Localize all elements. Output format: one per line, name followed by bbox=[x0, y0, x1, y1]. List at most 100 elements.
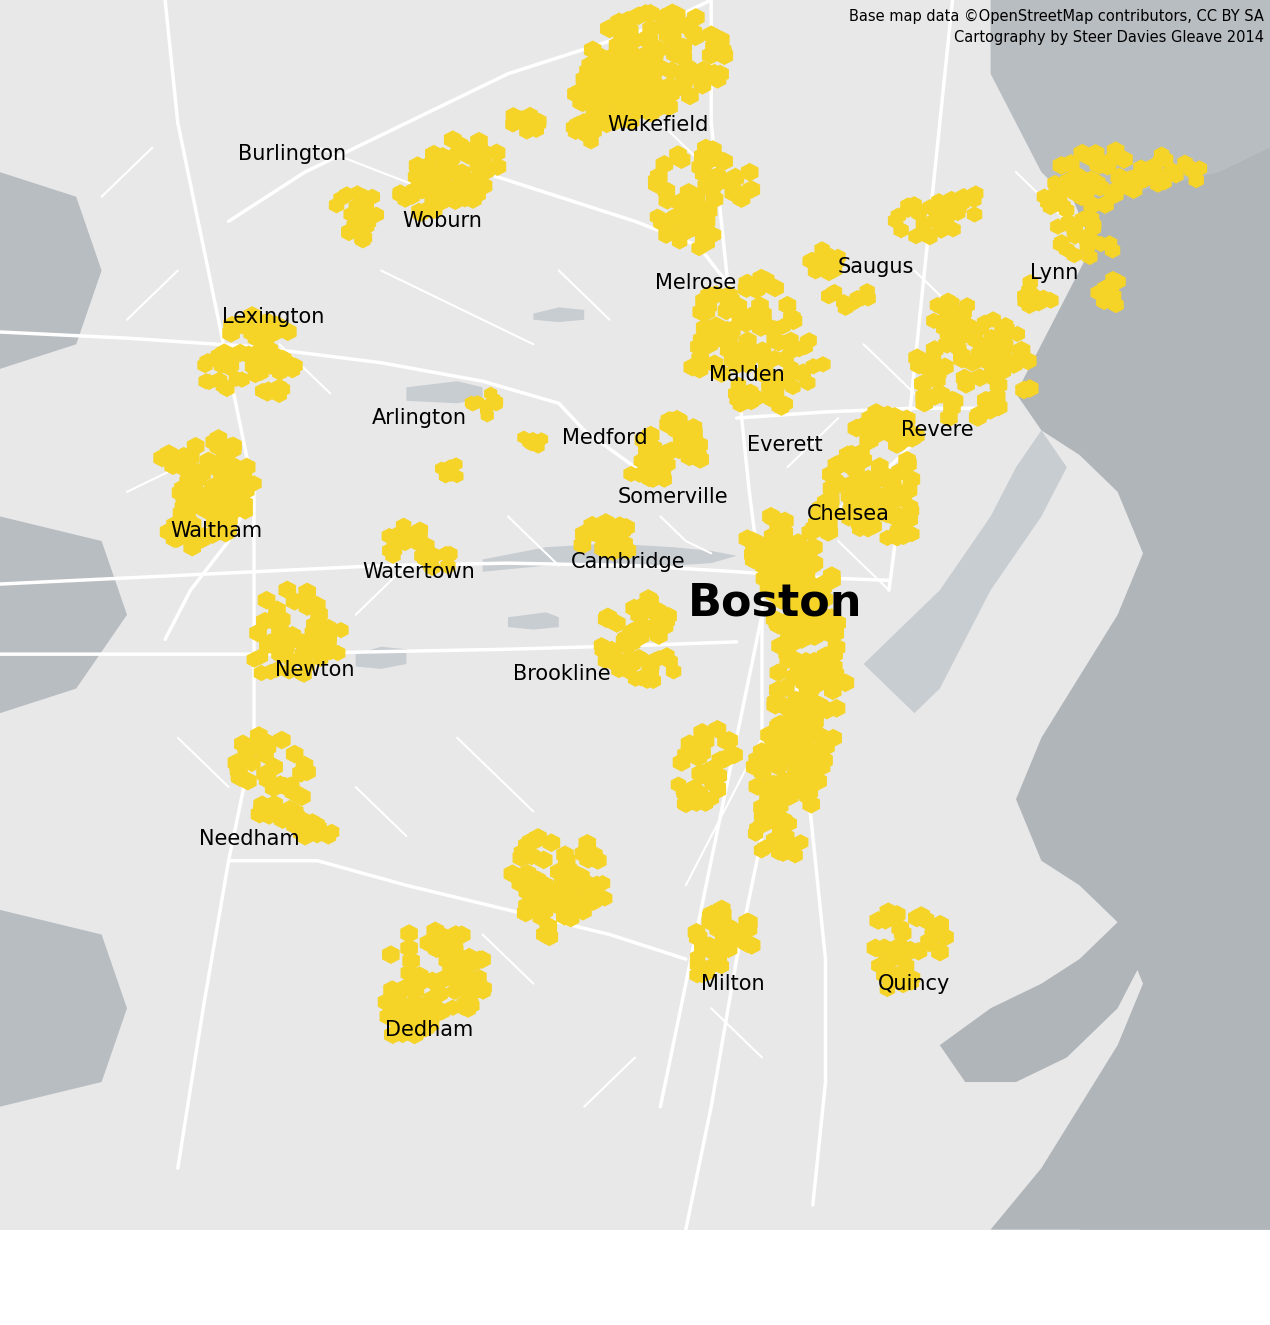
Polygon shape bbox=[394, 1024, 411, 1043]
Polygon shape bbox=[627, 78, 645, 97]
Polygon shape bbox=[719, 917, 737, 935]
Polygon shape bbox=[743, 180, 761, 199]
Polygon shape bbox=[779, 295, 796, 314]
Polygon shape bbox=[1054, 235, 1069, 250]
Polygon shape bbox=[762, 507, 780, 526]
Polygon shape bbox=[298, 583, 316, 602]
Polygon shape bbox=[763, 546, 780, 564]
Polygon shape bbox=[199, 354, 215, 370]
Polygon shape bbox=[174, 457, 192, 476]
Polygon shape bbox=[751, 344, 766, 360]
Polygon shape bbox=[262, 633, 279, 652]
Polygon shape bbox=[626, 101, 644, 119]
Polygon shape bbox=[1074, 211, 1090, 228]
Polygon shape bbox=[998, 317, 1013, 334]
Polygon shape bbox=[809, 608, 827, 627]
Polygon shape bbox=[207, 351, 222, 368]
Polygon shape bbox=[937, 314, 952, 331]
Polygon shape bbox=[198, 374, 213, 390]
Polygon shape bbox=[558, 901, 575, 920]
Text: Saugus: Saugus bbox=[838, 257, 914, 277]
Polygon shape bbox=[272, 639, 290, 659]
Polygon shape bbox=[309, 596, 325, 615]
Polygon shape bbox=[343, 207, 359, 223]
Polygon shape bbox=[933, 299, 949, 315]
Polygon shape bbox=[813, 758, 831, 776]
Polygon shape bbox=[908, 348, 926, 367]
Polygon shape bbox=[392, 1015, 410, 1034]
Polygon shape bbox=[594, 110, 612, 130]
Polygon shape bbox=[514, 111, 530, 127]
Polygon shape bbox=[668, 17, 686, 36]
Polygon shape bbox=[273, 611, 291, 629]
Polygon shape bbox=[234, 315, 250, 334]
Polygon shape bbox=[659, 85, 677, 105]
Polygon shape bbox=[300, 827, 315, 843]
Polygon shape bbox=[234, 734, 251, 753]
Polygon shape bbox=[220, 472, 237, 490]
Text: Brookline: Brookline bbox=[513, 664, 610, 684]
Polygon shape bbox=[470, 156, 488, 175]
Polygon shape bbox=[413, 170, 428, 186]
Polygon shape bbox=[382, 945, 400, 965]
Polygon shape bbox=[855, 290, 870, 306]
Polygon shape bbox=[748, 750, 766, 768]
Polygon shape bbox=[958, 375, 975, 394]
Polygon shape bbox=[178, 490, 196, 509]
Polygon shape bbox=[739, 529, 756, 549]
Polygon shape bbox=[622, 628, 640, 647]
Polygon shape bbox=[828, 700, 846, 718]
Polygon shape bbox=[260, 382, 276, 398]
Polygon shape bbox=[293, 825, 309, 841]
Polygon shape bbox=[897, 419, 914, 437]
Polygon shape bbox=[460, 146, 478, 164]
Polygon shape bbox=[729, 391, 744, 408]
Polygon shape bbox=[662, 85, 679, 103]
Polygon shape bbox=[907, 196, 922, 212]
Polygon shape bbox=[823, 624, 841, 644]
Polygon shape bbox=[601, 49, 618, 68]
Polygon shape bbox=[693, 147, 711, 166]
Polygon shape bbox=[823, 493, 838, 509]
Polygon shape bbox=[1184, 163, 1200, 179]
Polygon shape bbox=[438, 164, 456, 183]
Polygon shape bbox=[768, 787, 786, 806]
Polygon shape bbox=[594, 539, 612, 558]
Polygon shape bbox=[293, 787, 311, 806]
Polygon shape bbox=[408, 168, 423, 186]
Polygon shape bbox=[1132, 167, 1147, 183]
Polygon shape bbox=[785, 771, 801, 791]
Polygon shape bbox=[202, 490, 218, 510]
Polygon shape bbox=[306, 616, 324, 635]
Polygon shape bbox=[875, 498, 893, 517]
Polygon shape bbox=[751, 309, 768, 327]
Polygon shape bbox=[766, 331, 784, 350]
Polygon shape bbox=[936, 927, 954, 946]
Polygon shape bbox=[701, 913, 719, 931]
Polygon shape bbox=[704, 791, 719, 807]
Polygon shape bbox=[883, 423, 900, 441]
Polygon shape bbox=[784, 590, 801, 608]
Polygon shape bbox=[605, 542, 622, 562]
Polygon shape bbox=[541, 927, 558, 946]
Polygon shape bbox=[770, 616, 787, 635]
Polygon shape bbox=[738, 913, 756, 931]
Polygon shape bbox=[697, 731, 714, 750]
Polygon shape bbox=[272, 610, 290, 628]
Polygon shape bbox=[579, 127, 594, 143]
Polygon shape bbox=[413, 522, 428, 538]
Polygon shape bbox=[244, 306, 260, 325]
Polygon shape bbox=[742, 307, 758, 326]
Polygon shape bbox=[354, 223, 370, 238]
Polygon shape bbox=[444, 999, 461, 1016]
Polygon shape bbox=[678, 68, 696, 86]
Polygon shape bbox=[208, 511, 226, 530]
Polygon shape bbox=[622, 86, 640, 105]
Polygon shape bbox=[720, 286, 738, 305]
Polygon shape bbox=[356, 232, 371, 249]
Polygon shape bbox=[476, 979, 491, 996]
Polygon shape bbox=[1080, 232, 1095, 249]
Polygon shape bbox=[1121, 170, 1139, 188]
Polygon shape bbox=[652, 58, 668, 77]
Polygon shape bbox=[773, 568, 791, 587]
